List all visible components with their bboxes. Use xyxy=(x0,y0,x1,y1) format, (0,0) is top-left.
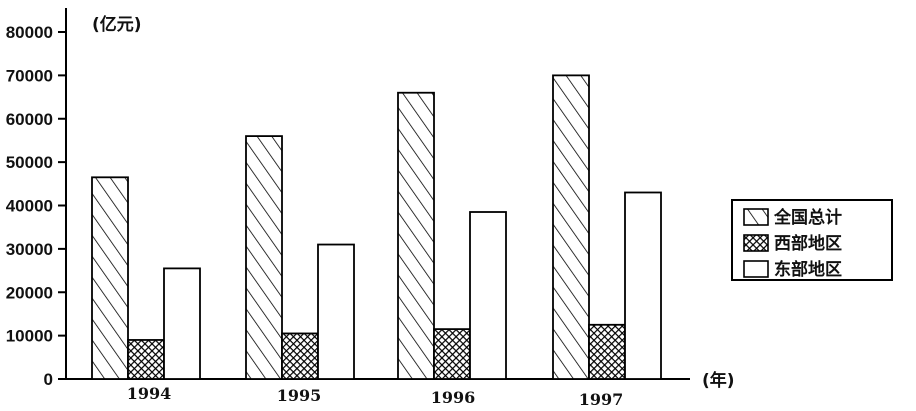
legend-label: 西部地区 xyxy=(774,233,842,254)
bar-national-1996 xyxy=(397,91,435,380)
y-tick-label: 50000 xyxy=(6,153,53,172)
x-tick-label: 1996 xyxy=(431,388,476,407)
x-axis-unit: (年) xyxy=(702,370,735,391)
y-tick-label: 10000 xyxy=(6,327,53,346)
bar-east-1995 xyxy=(317,243,355,380)
legend-swatch xyxy=(743,260,769,278)
bar-east-1996 xyxy=(469,211,507,380)
y-tick-label: 70000 xyxy=(6,66,53,85)
bar-west-1997 xyxy=(588,323,626,380)
bar-national-1997 xyxy=(552,74,590,380)
y-tick-label: 60000 xyxy=(6,110,53,129)
bar-national-1994 xyxy=(91,176,129,380)
y-ticks: 0 10000 20000 30000 40000 50000 60000 70000 8000… xyxy=(6,23,66,389)
legend-label: 全国总计 xyxy=(773,207,842,228)
legend-swatch xyxy=(743,208,769,226)
y-tick-label: 0 xyxy=(44,370,53,389)
bars xyxy=(91,74,662,380)
bar-west-1994 xyxy=(127,339,165,380)
bar-east-1994 xyxy=(163,267,201,380)
x-tick-label: 1995 xyxy=(277,386,322,405)
bar-west-1996 xyxy=(433,328,471,380)
y-tick-label: 30000 xyxy=(6,240,53,259)
legend-label: 东部地区 xyxy=(774,259,842,280)
y-tick-label: 40000 xyxy=(6,197,53,216)
y-tick-label: 20000 xyxy=(6,283,53,302)
bar-east-1997 xyxy=(624,191,662,380)
legend-swatch xyxy=(743,234,769,252)
bar-national-1995 xyxy=(245,135,283,380)
axes xyxy=(65,8,690,380)
bar-west-1995 xyxy=(281,332,319,380)
y-tick-label: 80000 xyxy=(6,23,53,42)
x-tick-labels: 1994 1995 1996 1997 xyxy=(127,384,624,409)
x-tick-label: 1994 xyxy=(127,384,172,403)
y-axis-unit: (亿元) xyxy=(92,14,142,35)
x-tick-label: 1997 xyxy=(579,390,624,409)
